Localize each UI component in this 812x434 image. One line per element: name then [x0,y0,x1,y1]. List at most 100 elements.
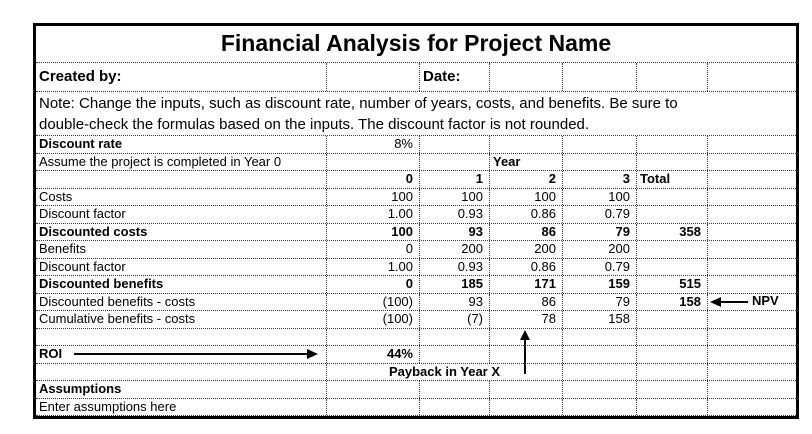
row-label: Discounted benefits - costs [36,293,327,310]
value-cell[interactable]: 0.93 [420,206,490,223]
empty-cell[interactable] [420,153,490,170]
empty-cell[interactable] [708,364,796,381]
value-cell[interactable]: 79 [563,223,637,240]
empty-cell[interactable] [327,328,420,345]
value-cell[interactable]: 185 [420,276,490,293]
empty-cell[interactable] [420,398,490,415]
empty-cell[interactable] [327,381,420,398]
empty-cell[interactable] [420,346,490,363]
empty-cell[interactable] [708,346,796,363]
value-cell[interactable]: 100 [420,188,490,205]
empty-cell[interactable] [708,399,796,416]
value-cell[interactable]: 159 [563,276,637,293]
value-cell[interactable]: 0 [327,276,420,293]
value-cell[interactable]: 158 [563,311,637,328]
value-cell[interactable]: 100 [327,188,420,205]
value-cell[interactable] [637,258,708,275]
empty-cell[interactable] [708,224,796,241]
value-cell[interactable]: 79 [563,293,637,310]
value-cell[interactable]: 100 [490,188,563,205]
empty-cell[interactable] [708,154,796,171]
empty-cell[interactable] [708,206,796,223]
empty-cell[interactable] [563,136,637,153]
value-cell[interactable]: 0.93 [420,258,490,275]
empty-cell[interactable] [490,398,563,415]
empty-cell[interactable] [420,136,490,153]
empty-cell[interactable] [637,363,708,380]
created-by-input-cell[interactable] [327,63,420,91]
value-cell[interactable]: 93 [420,223,490,240]
empty-cell[interactable] [36,171,327,188]
empty-cell[interactable] [637,136,708,153]
value-cell[interactable]: (100) [327,311,420,328]
value-cell[interactable] [637,188,708,205]
empty-cell[interactable] [490,136,563,153]
value-cell[interactable]: 0 [327,241,420,258]
empty-cell[interactable] [637,328,708,345]
empty-cell[interactable] [563,398,637,415]
empty-cell[interactable] [490,328,563,345]
empty-cell[interactable] [708,311,796,328]
empty-cell[interactable] [637,311,708,328]
value-cell[interactable]: 100 [327,223,420,240]
grid-row-discount-factor: Discount factor 1.00 0.93 0.86 0.79 [36,206,796,224]
value-cell[interactable]: 78 [490,311,563,328]
value-cell[interactable]: (7) [420,311,490,328]
empty-cell[interactable] [563,381,637,398]
empty-cell[interactable] [637,346,708,363]
value-cell[interactable]: 200 [420,241,490,258]
empty-cell[interactable] [420,381,490,398]
date-input-cell[interactable] [490,63,563,91]
value-cell[interactable]: 200 [490,241,563,258]
empty-cell[interactable] [563,63,637,91]
value-cell[interactable]: 171 [490,276,563,293]
empty-cell[interactable] [708,276,796,293]
discount-rate-value[interactable]: 8% [327,136,420,153]
empty-cell[interactable] [708,259,796,276]
value-cell[interactable]: 0.79 [563,206,637,223]
value-cell[interactable]: 0.79 [563,258,637,275]
value-cell[interactable]: 100 [563,188,637,205]
value-cell[interactable]: 200 [563,241,637,258]
empty-cell[interactable] [490,381,563,398]
empty-cell[interactable] [563,346,637,363]
empty-cell[interactable] [708,136,796,153]
empty-cell[interactable] [708,63,796,91]
empty-cell[interactable] [637,153,708,170]
value-cell[interactable]: 93 [420,293,490,310]
value-cell[interactable] [637,206,708,223]
empty-cell[interactable] [563,328,637,345]
table-title: Financial Analysis for Project Name [36,26,796,63]
empty-cell[interactable] [36,328,327,345]
empty-cell[interactable] [708,171,796,188]
value-cell[interactable]: (100) [327,293,420,310]
empty-cell[interactable] [563,363,637,380]
empty-cell[interactable] [708,381,796,398]
value-cell[interactable]: 0.86 [490,206,563,223]
row-label: Discounted costs [36,223,327,240]
npv-value-cell[interactable]: 158 [637,293,708,310]
assumptions-entry-cell[interactable]: Enter assumptions here [36,398,327,415]
total-cell[interactable]: 358 [637,223,708,240]
empty-cell[interactable] [327,153,420,170]
value-cell[interactable]: 1.00 [327,258,420,275]
total-cell[interactable]: 515 [637,276,708,293]
empty-cell[interactable] [420,328,490,345]
empty-cell[interactable] [708,241,796,258]
empty-cell[interactable] [637,398,708,415]
empty-cell[interactable] [563,153,637,170]
value-cell[interactable]: 86 [490,223,563,240]
value-cell[interactable]: 1.00 [327,206,420,223]
empty-cell[interactable] [637,63,708,91]
empty-cell[interactable] [637,381,708,398]
empty-cell[interactable] [36,363,327,380]
empty-cell[interactable] [708,189,796,206]
roi-value[interactable]: 44% [327,346,420,363]
payback-up-arrow-icon [520,330,530,374]
empty-cell[interactable] [490,346,563,363]
empty-cell[interactable] [327,398,420,415]
empty-cell[interactable] [708,329,796,346]
value-cell[interactable]: 0.86 [490,258,563,275]
value-cell[interactable] [637,241,708,258]
value-cell[interactable]: 86 [490,293,563,310]
